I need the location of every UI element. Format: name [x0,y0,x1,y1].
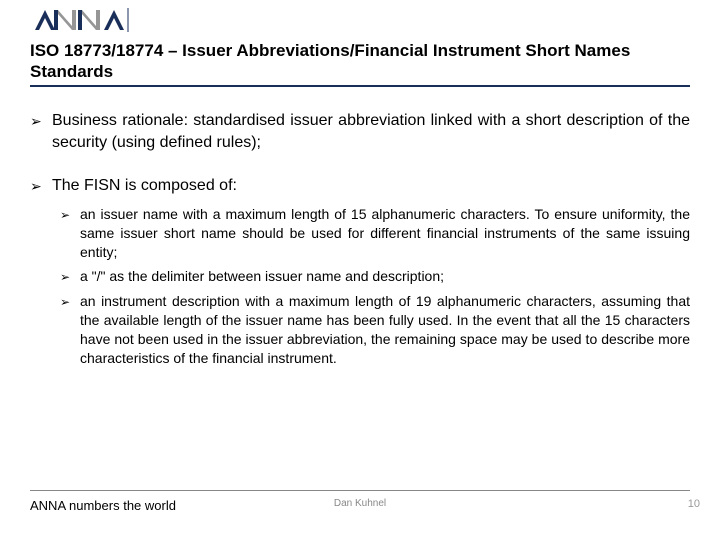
arrow-bullet-icon: ➢ [60,267,80,286]
logo [30,6,140,34]
bullet-item: ➢ Business rationale: standardised issue… [30,110,690,153]
bullet-text: The FISN is composed of: [52,175,690,197]
arrow-bullet-icon: ➢ [30,110,52,153]
bullet-text: Business rationale: standardised issuer … [52,110,690,153]
footer-tagline: ANNA numbers the world [30,498,176,513]
footer-author: Dan Kuhnel [334,498,386,509]
arrow-bullet-icon: ➢ [60,205,80,262]
bullet-item: ➢ The FISN is composed of: [30,175,690,197]
sub-bullet-text: an issuer name with a maximum length of … [80,205,690,262]
anna-logo-icon [30,6,140,34]
sub-bullet-text: an instrument description with a maximum… [80,292,690,368]
title-underline [30,85,690,87]
page-number: 10 [688,498,700,510]
slide-footer: ANNA numbers the world Dan Kuhnel 10 [0,498,720,522]
slide-title: ISO 18773/18774 – Issuer Abbreviations/F… [30,40,690,83]
arrow-bullet-icon: ➢ [60,292,80,368]
arrow-bullet-icon: ➢ [30,175,52,197]
sub-bullet-item: ➢ an instrument description with a maxim… [60,292,690,368]
slide-title-block: ISO 18773/18774 – Issuer Abbreviations/F… [30,40,690,87]
sub-bullet-item: ➢ an issuer name with a maximum length o… [60,205,690,262]
footer-divider [30,490,690,491]
sub-bullet-text: a "/" as the delimiter between issuer na… [80,267,690,286]
slide-content: ➢ Business rationale: standardised issue… [30,110,690,374]
sub-bullet-item: ➢ a "/" as the delimiter between issuer … [60,267,690,286]
